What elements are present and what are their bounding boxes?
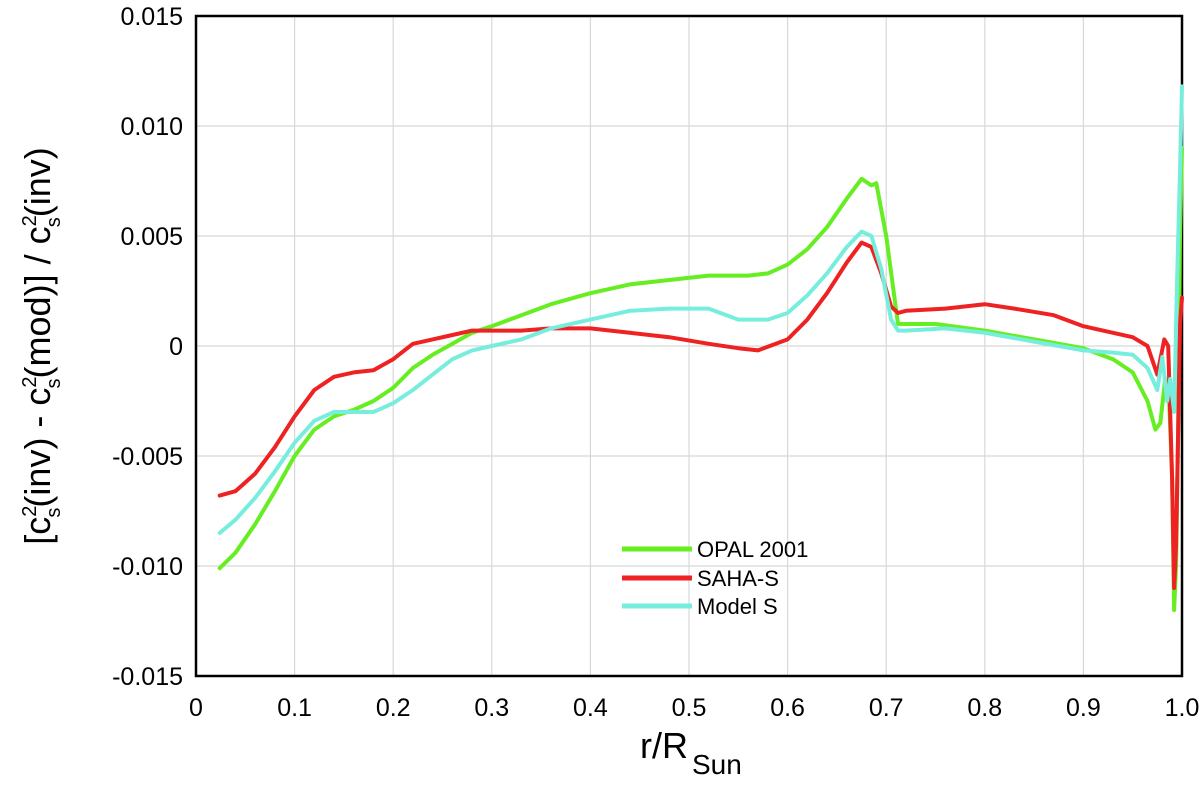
x-tick-labels: 0 0.1 0.2 0.3 0.4 0.5 0.6 0.7 0.8 0.9 1.0 bbox=[189, 694, 1199, 722]
grid bbox=[196, 16, 1182, 676]
legend-label-model-s: Model S bbox=[697, 594, 778, 619]
x-tick-label: 0.9 bbox=[1066, 694, 1101, 722]
x-tick-label: 0.5 bbox=[672, 694, 707, 722]
series-line-saha-s bbox=[217, 240, 1184, 590]
y-tick-label: -0.010 bbox=[112, 553, 183, 581]
y-axis-title: [c2 s(inv) - c2 s(mod)] / c2 s(inv) bbox=[17, 147, 65, 544]
y-tick-label: -0.015 bbox=[112, 663, 183, 691]
x-tick-label: 0.4 bbox=[573, 694, 608, 722]
x-tick-label: 0.6 bbox=[770, 694, 805, 722]
y-tick-label: -0.005 bbox=[112, 443, 183, 471]
legend: OPAL 2001 SAHA-S Model S bbox=[622, 537, 808, 619]
plot-frame bbox=[194, 14, 1184, 678]
series-line-model-s bbox=[217, 84, 1184, 535]
legend-label-saha-s: SAHA-S bbox=[697, 566, 779, 591]
y-tick-label: 0.015 bbox=[120, 3, 183, 31]
series-line-opal-2001 bbox=[217, 146, 1184, 612]
x-tick-label: 0.2 bbox=[376, 694, 411, 722]
x-tick-label: 0.1 bbox=[277, 694, 312, 722]
x-tick-label: 1.0 bbox=[1165, 694, 1200, 722]
series-group bbox=[217, 84, 1184, 612]
x-tick-label: 0.3 bbox=[474, 694, 509, 722]
y-tick-labels: 0.015 0.010 0.005 0 -0.005 -0.010 -0.015 bbox=[112, 3, 183, 691]
x-axis-title: r/R Sun bbox=[640, 725, 742, 780]
y-tick-label: 0.010 bbox=[120, 113, 183, 141]
x-tick-label: 0.7 bbox=[869, 694, 904, 722]
x-tick-label: 0 bbox=[189, 694, 203, 722]
y-tick-label: 0 bbox=[169, 333, 183, 361]
legend-label-opal-2001: OPAL 2001 bbox=[697, 537, 808, 562]
x-tick-label: 0.8 bbox=[967, 694, 1002, 722]
y-tick-label: 0.005 bbox=[120, 223, 183, 251]
